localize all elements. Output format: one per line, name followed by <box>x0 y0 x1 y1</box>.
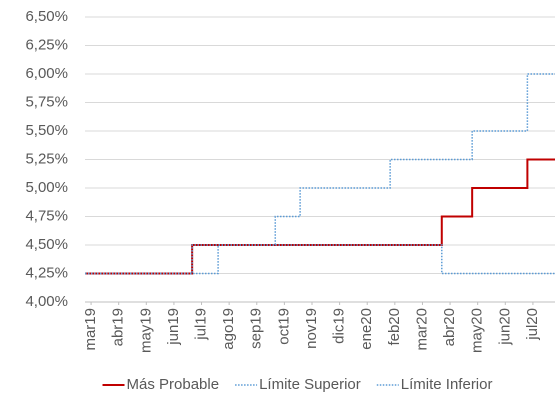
x-tick-label: jun20 <box>496 308 513 346</box>
x-tick-label: abr20 <box>441 308 458 346</box>
series-line <box>85 73 555 275</box>
x-tick-label: oct19 <box>275 308 292 345</box>
y-tick-label: 4,50% <box>25 236 68 253</box>
y-tick-label: 6,50% <box>25 8 68 25</box>
x-tick-label: jul19 <box>193 308 210 341</box>
x-tick-label: ene20 <box>358 308 375 350</box>
x-tick-label: nov19 <box>303 308 320 349</box>
x-tick-label: dic19 <box>331 308 348 344</box>
y-tick-label: 4,75% <box>25 207 68 224</box>
x-tick-label: mar20 <box>413 308 430 351</box>
x-tick-label: jun19 <box>165 308 182 346</box>
x-tick-label: ago19 <box>220 308 237 350</box>
x-tick-label: feb20 <box>386 308 403 346</box>
series-line <box>85 244 555 275</box>
x-tick-label: may19 <box>137 308 154 353</box>
x-tick-label: sep19 <box>248 308 265 349</box>
x-tick-label: mar19 <box>82 308 99 351</box>
x-tick-label: may20 <box>469 308 486 353</box>
y-tick-label: 5,50% <box>25 122 68 139</box>
y-tick-label: 4,25% <box>25 264 68 281</box>
y-tick-label: 5,75% <box>25 93 68 110</box>
legend-label: Límite Inferior <box>401 376 493 393</box>
x-tick-label: abr19 <box>110 308 127 346</box>
y-tick-label: 6,00% <box>25 65 68 82</box>
y-tick-label: 5,25% <box>25 150 68 167</box>
x-tick-label: jul20 <box>524 308 541 341</box>
y-tick-label: 4,00% <box>25 293 68 310</box>
legend-label: Límite Superior <box>259 376 361 393</box>
legend-label: Más Probable <box>127 376 220 393</box>
y-tick-label: 6,25% <box>25 36 68 53</box>
y-tick-label: 5,00% <box>25 179 68 196</box>
